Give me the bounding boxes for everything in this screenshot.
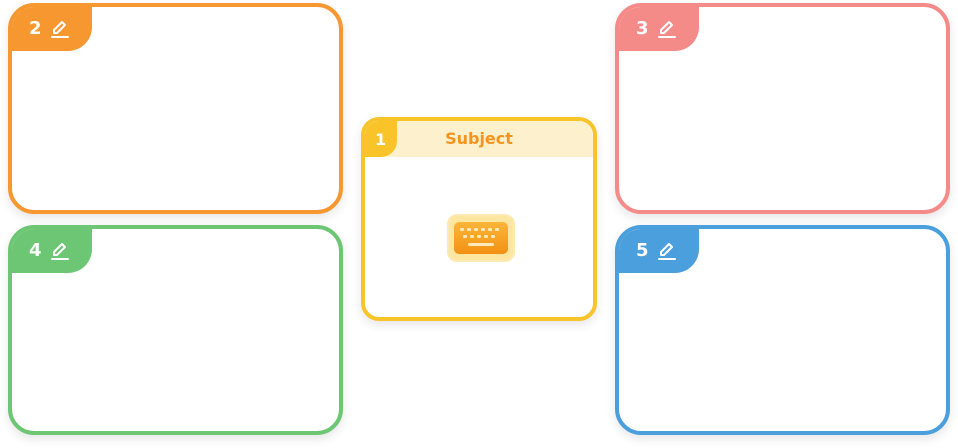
- pencil-icon[interactable]: [657, 241, 677, 261]
- card-number: 4: [29, 240, 42, 261]
- card-number: 2: [29, 18, 42, 39]
- branch-card-5[interactable]: 5: [615, 225, 950, 435]
- card-number: 3: [636, 18, 649, 39]
- subject-header: [365, 121, 593, 157]
- card-tab-5: 5: [619, 229, 699, 273]
- card-tab-4: 4: [12, 229, 92, 273]
- keyboard-icon[interactable]: [449, 216, 513, 260]
- subject-number: 1: [365, 121, 397, 157]
- pencil-icon[interactable]: [657, 19, 677, 39]
- card-tab-2: 2: [12, 7, 92, 51]
- branch-card-4[interactable]: 4: [8, 225, 343, 435]
- branch-card-3[interactable]: 3: [615, 3, 950, 214]
- card-number: 5: [636, 240, 649, 261]
- subject-title[interactable]: Subject: [445, 129, 513, 148]
- subject-card[interactable]: Subject 1: [361, 117, 597, 321]
- pencil-icon[interactable]: [50, 241, 70, 261]
- pencil-icon[interactable]: [50, 19, 70, 39]
- branch-card-2[interactable]: 2: [8, 3, 343, 214]
- card-tab-3: 3: [619, 7, 699, 51]
